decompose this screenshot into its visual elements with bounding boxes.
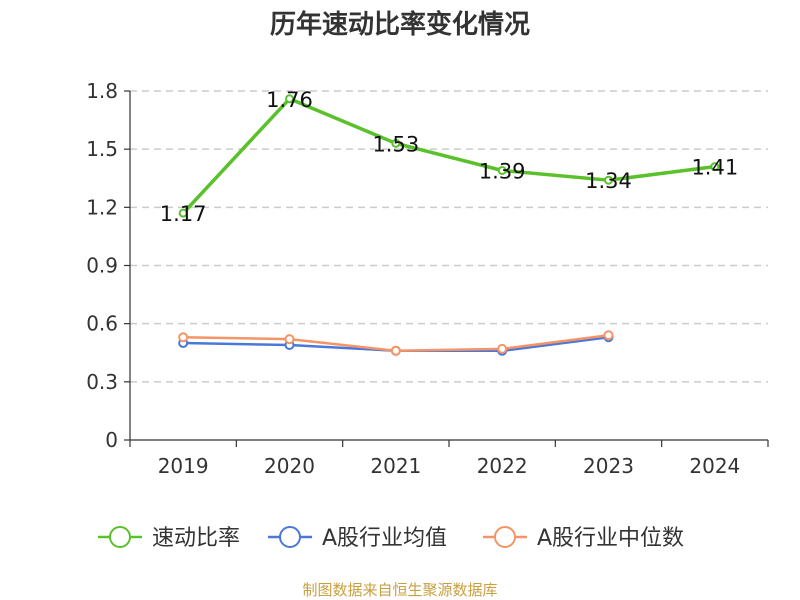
x-tick-label: 2024	[689, 454, 740, 478]
data-label: 1.34	[585, 169, 632, 193]
y-tick-label: 0	[105, 428, 118, 452]
axes: 0 0.3 0.6 0.9 1.2 1.5 1.8 2019 2020 2021 2022 2023 2…	[86, 79, 769, 478]
data-point	[603, 330, 614, 341]
legend-label: A股行业均值	[322, 526, 447, 551]
legend-item-3: A股行业中位数	[483, 526, 684, 551]
data-point	[285, 94, 294, 104]
source-note: 制图数据来自恒生聚源数据库	[302, 581, 497, 599]
data-point	[390, 345, 401, 356]
y-tick-label: 0.6	[86, 312, 118, 336]
x-tick-label: 2019	[158, 454, 209, 478]
data-label: 1.17	[160, 202, 207, 226]
legend: 速动比率 A股行业均值 A股行业中位数	[98, 526, 684, 551]
legend-swatch-marker	[109, 526, 131, 548]
grid-lines	[130, 90, 768, 383]
y-tick-label: 1.2	[86, 195, 118, 219]
data-point	[710, 162, 720, 172]
x-tick-label: 2021	[370, 454, 421, 478]
data-point	[178, 332, 189, 343]
series-line	[181, 97, 716, 215]
data-label: 1.53	[372, 132, 419, 156]
legend-label: A股行业中位数	[537, 526, 684, 551]
series-3	[178, 330, 614, 356]
series-layer: 1.17 1.76 1.53 1.39 1.34 1.41	[160, 88, 738, 356]
y-tick-label: 0.9	[86, 254, 118, 278]
legend-item-2: A股行业均值	[268, 526, 447, 551]
y-tick-label: 1.5	[86, 137, 118, 161]
x-tick-label: 2020	[264, 454, 315, 478]
series-1: 1.17 1.76 1.53 1.39 1.34 1.41	[160, 88, 738, 226]
x-tick-label: 2022	[477, 454, 528, 478]
legend-label: 速动比率	[152, 526, 240, 551]
data-point	[178, 208, 188, 218]
data-point	[497, 165, 507, 175]
x-tick-label: 2023	[583, 454, 634, 478]
data-point	[604, 175, 613, 185]
data-point	[497, 343, 508, 354]
y-tick-label: 1.8	[86, 79, 118, 103]
data-point	[391, 138, 401, 148]
data-label: 1.41	[691, 156, 738, 180]
legend-swatch-marker	[279, 526, 301, 548]
data-label: 1.76	[266, 88, 313, 112]
legend-item-1: 速动比率	[98, 526, 240, 551]
data-point	[284, 334, 295, 345]
y-tick-label: 0.3	[86, 370, 118, 394]
chart-title: 历年速动比率变化情况	[270, 9, 530, 40]
legend-swatch-marker	[494, 526, 516, 548]
data-label: 1.39	[479, 159, 526, 183]
